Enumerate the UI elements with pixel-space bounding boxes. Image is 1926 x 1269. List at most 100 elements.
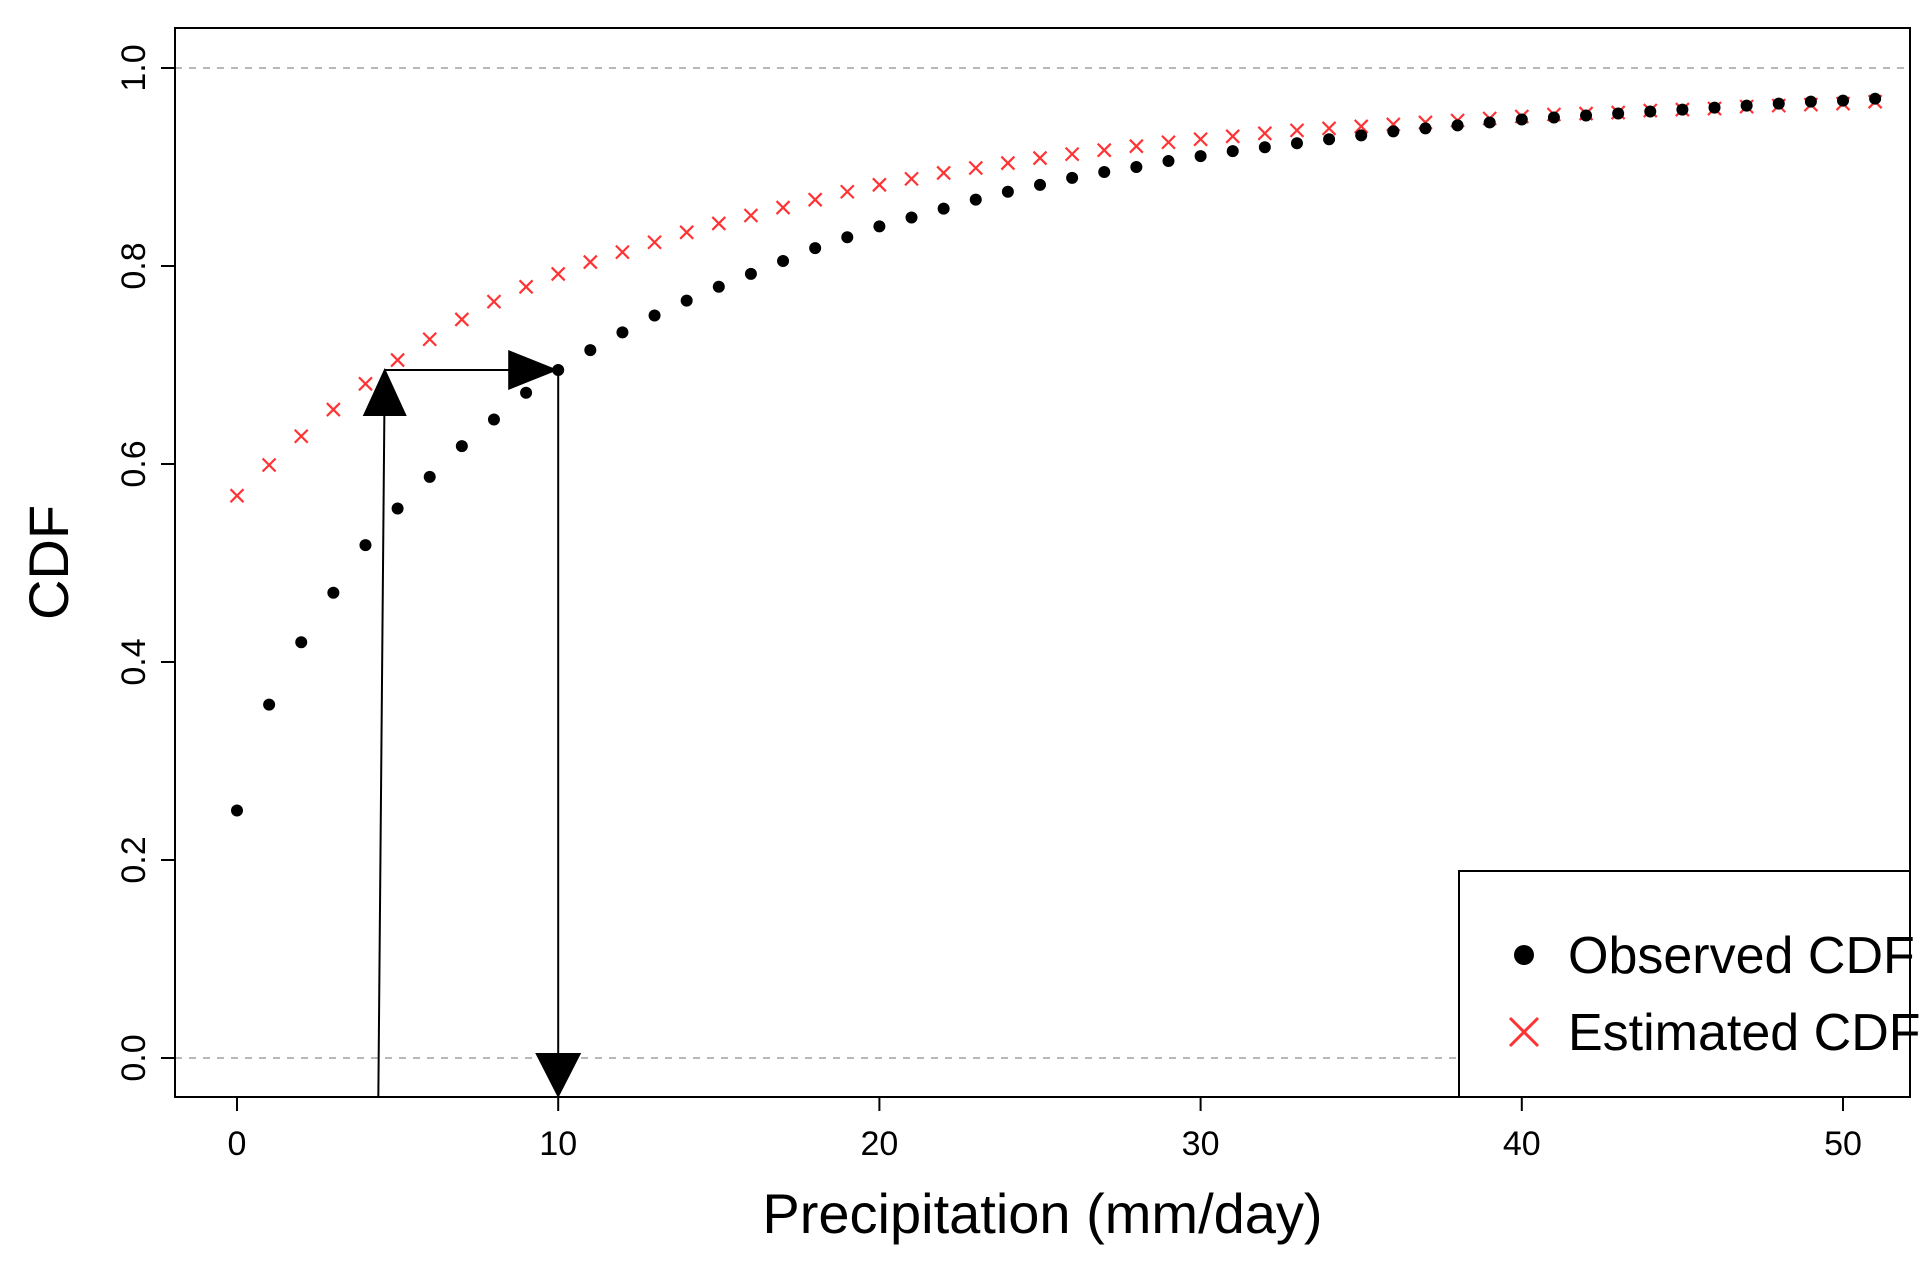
legend-observed-label: Observed CDF (1568, 927, 1915, 985)
observed-cdf-point (905, 211, 918, 224)
estimated-cdf-point (1161, 134, 1176, 150)
x-tick-label: 20 (860, 1125, 898, 1163)
legend-box (1458, 870, 1911, 1098)
observed-cdf-point (1419, 122, 1432, 135)
estimated-cdf-point (1000, 155, 1016, 171)
observed-cdf-point (680, 294, 693, 307)
observed-cdf-point (1869, 92, 1882, 105)
estimated-cdf-point (358, 376, 373, 392)
observed-cdf-point (1772, 97, 1785, 110)
observed-cdf-point (1515, 113, 1528, 126)
x-axis-title: Precipitation (mm/day) (762, 1182, 1322, 1245)
y-tick-label: 0.6 (115, 440, 153, 487)
estimated-cdf-point (743, 208, 759, 223)
observed-cdf-point (1387, 125, 1400, 138)
estimated-cdf-series (229, 94, 1883, 503)
estimated-cdf-point (486, 294, 502, 309)
observed-cdf-point (1162, 155, 1175, 168)
estimated-cdf-point (615, 244, 630, 260)
estimated-cdf-point (711, 216, 727, 231)
y-tick-label: 1.0 (115, 44, 153, 91)
estimated-cdf-point (1257, 126, 1273, 141)
observed-cdf-point (520, 386, 533, 399)
observed-cdf-point (1290, 137, 1303, 150)
observed-cdf-point (1740, 99, 1753, 112)
legend-estimated-label: Estimated CDF (1568, 1004, 1921, 1062)
estimated-cdf-point (904, 171, 919, 187)
arrow-head-up (362, 367, 407, 416)
legend: Observed CDF Estimated CDF (1458, 870, 1921, 1098)
observed-cdf-point (744, 267, 757, 280)
plot-frame (174, 27, 1911, 1098)
y-tick-label: 0.0 (115, 1034, 153, 1081)
observed-cdf-point (1258, 141, 1271, 154)
arrow-shaft-up (377, 369, 386, 1098)
observed-cdf-point (1194, 150, 1207, 163)
estimated-cdf-point (968, 160, 984, 176)
observed-cdf-point (359, 539, 372, 552)
observed-cdf-point (487, 413, 500, 426)
y-axis-title: CDF (17, 505, 80, 620)
x-tick-label: 50 (1824, 1125, 1862, 1163)
observed-cdf-point (648, 309, 661, 322)
estimated-cdf-point (454, 312, 470, 327)
observed-cdf-point (1547, 111, 1560, 124)
estimated-cdf-point (422, 331, 437, 347)
estimated-cdf-point (1225, 129, 1240, 144)
observed-cdf-point (1483, 116, 1496, 129)
estimated-cdf-point (647, 234, 662, 250)
x-tick-label: 10 (539, 1125, 577, 1163)
quantile-mapping-arrows (362, 349, 582, 1098)
observed-cdf-point (263, 698, 276, 711)
observed-cdf-point (809, 242, 822, 255)
estimated-cdf-point (229, 488, 245, 503)
y-tick-label: 0.4 (115, 638, 153, 685)
legend-x-mark (1508, 1016, 1540, 1048)
observed-cdf-point (1355, 129, 1368, 142)
observed-cdf-point (1451, 119, 1464, 132)
estimated-cdf-point (1321, 121, 1337, 136)
estimated-cdf-point (1289, 123, 1305, 138)
arrow-head-right (508, 349, 559, 390)
observed-cdf-point (584, 344, 597, 357)
observed-cdf-point (937, 202, 950, 215)
y-tick-label: 0.2 (115, 836, 153, 883)
observed-cdf-point (969, 193, 982, 206)
estimated-cdf-point (1064, 146, 1080, 162)
x-tick-label: 40 (1503, 1125, 1541, 1163)
estimated-cdf-point (583, 254, 598, 270)
observed-cdf-point (1644, 105, 1657, 118)
estimated-cdf-point (1032, 150, 1048, 166)
x-axis: 0 10 20 30 40 50 (228, 1097, 1862, 1163)
observed-cdf-point (777, 255, 790, 268)
y-axis: 0.0 0.2 0.4 0.6 0.8 1.0 (115, 44, 175, 1082)
observed-cdf-point (1226, 145, 1239, 158)
arrow-head-down (535, 1053, 582, 1098)
observed-cdf-point (1708, 101, 1721, 114)
observed-cdf-point (841, 231, 854, 244)
x-tick-label: 30 (1182, 1125, 1220, 1163)
estimated-cdf-point (550, 266, 566, 282)
observed-cdf-point (1001, 185, 1014, 198)
observed-cdf-point (1034, 178, 1046, 191)
observed-cdf-series (231, 92, 1882, 817)
observed-cdf-point (231, 804, 243, 817)
y-tick-label: 0.8 (115, 242, 153, 289)
estimated-cdf-point (775, 200, 791, 215)
observed-cdf-point (1837, 94, 1849, 107)
observed-cdf-point (391, 502, 404, 515)
legend-observed-marker (1514, 945, 1534, 965)
observed-cdf-point (1130, 161, 1143, 173)
observed-cdf-point (295, 636, 308, 649)
observed-cdf-point (1676, 103, 1689, 116)
estimated-cdf-point (840, 184, 855, 200)
observed-cdf-point (712, 280, 725, 293)
estimated-cdf-point (1353, 119, 1369, 134)
observed-cdf-point (1323, 133, 1336, 146)
estimated-cdf-point (936, 165, 951, 181)
estimated-cdf-point (1193, 132, 1208, 147)
x-tick-label: 0 (228, 1125, 247, 1163)
estimated-cdf-point (1129, 138, 1144, 154)
estimated-cdf-point (872, 177, 887, 193)
observed-cdf-point (552, 363, 565, 376)
